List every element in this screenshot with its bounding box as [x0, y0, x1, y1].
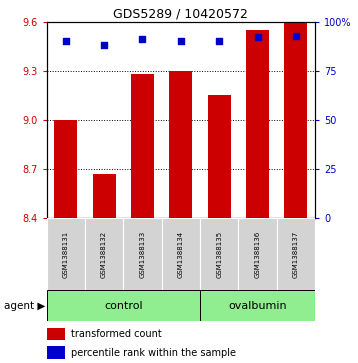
Bar — [277, 218, 315, 290]
Point — [140, 37, 145, 42]
Bar — [200, 218, 238, 290]
Bar — [169, 71, 192, 218]
Text: GSM1388135: GSM1388135 — [216, 231, 222, 278]
Bar — [47, 346, 66, 359]
Text: GSM1388134: GSM1388134 — [178, 231, 184, 278]
Text: GSM1388132: GSM1388132 — [101, 231, 107, 278]
Point — [255, 34, 260, 40]
Bar — [208, 95, 231, 218]
Bar — [93, 174, 116, 218]
Bar — [131, 74, 154, 218]
Bar — [47, 327, 66, 340]
Text: GSM1388133: GSM1388133 — [139, 231, 145, 278]
Bar — [200, 290, 315, 321]
Text: percentile rank within the sample: percentile rank within the sample — [71, 347, 236, 358]
Text: ovalbumin: ovalbumin — [228, 301, 287, 311]
Point — [101, 42, 107, 48]
Text: agent ▶: agent ▶ — [4, 301, 45, 311]
Bar — [246, 30, 269, 218]
Point — [178, 38, 184, 44]
Bar — [238, 218, 277, 290]
Bar — [47, 290, 200, 321]
Bar — [85, 218, 123, 290]
Bar — [54, 120, 77, 218]
Text: control: control — [104, 301, 142, 311]
Point — [216, 38, 222, 44]
Text: GSM1388137: GSM1388137 — [293, 231, 299, 278]
Point — [63, 38, 69, 44]
Bar — [161, 218, 200, 290]
Point — [293, 33, 299, 38]
Bar — [47, 218, 85, 290]
Title: GDS5289 / 10420572: GDS5289 / 10420572 — [113, 8, 248, 21]
Text: GSM1388136: GSM1388136 — [255, 231, 261, 278]
Bar — [123, 218, 161, 290]
Text: GSM1388131: GSM1388131 — [63, 231, 69, 278]
Bar — [284, 22, 308, 218]
Text: transformed count: transformed count — [71, 329, 161, 339]
